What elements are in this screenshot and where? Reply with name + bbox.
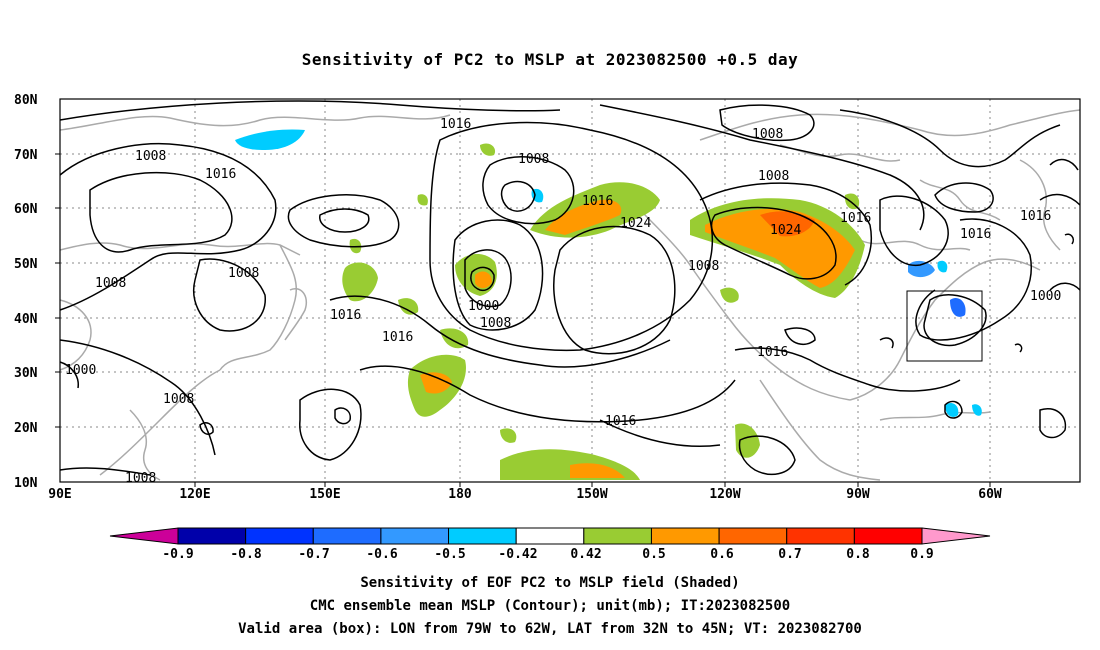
contour-label: 1000 <box>1030 289 1061 304</box>
lat-label: 40N <box>14 312 38 327</box>
valid-area-box <box>906 290 983 362</box>
contour-label: 1008 <box>135 149 166 164</box>
colorbar-box <box>853 527 923 545</box>
lon-label: 120E <box>179 487 210 502</box>
contour-label: 1008 <box>752 127 783 142</box>
lat-label: 80N <box>14 93 38 108</box>
colorbar-label: 0.6 <box>710 547 734 562</box>
contour-label: 1008 <box>480 316 511 331</box>
contour-label: 1008 <box>125 471 156 486</box>
lat-label: 50N <box>14 257 38 272</box>
contour-label: 1008 <box>95 276 126 291</box>
colorbar-label: -0.9 <box>162 547 193 562</box>
mslp-contours <box>59 100 1081 476</box>
colorbar-boxes <box>177 527 923 545</box>
contour-label: 1008 <box>518 152 549 167</box>
lat-label: 60N <box>14 202 38 217</box>
lon-label: 90W <box>846 487 870 502</box>
colorbar-box <box>650 527 720 545</box>
lat-label: 20N <box>14 421 38 436</box>
lon-label: 150E <box>309 487 340 502</box>
colorbar-box <box>380 527 450 545</box>
colorbar-labels: -0.9 -0.8 -0.7 -0.6 -0.5 -0.42 0.42 0.5 … <box>162 547 933 562</box>
caption-shading: Sensitivity of EOF PC2 to MSLP field (Sh… <box>360 575 740 591</box>
colorbar: -0.9 -0.8 -0.7 -0.6 -0.5 -0.42 0.42 0.5 … <box>109 527 991 562</box>
lon-label: 90E <box>48 487 71 502</box>
contour-label: 1000 <box>468 299 499 314</box>
colorbar-label: 0.8 <box>846 547 870 562</box>
lat-label: 30N <box>14 366 38 381</box>
colorbar-label: 0.5 <box>642 547 665 562</box>
colorbar-label: 0.9 <box>910 547 933 562</box>
contour-label: 1000 <box>65 363 96 378</box>
colorbar-label: 0.42 <box>570 547 601 562</box>
colorbar-label: -0.5 <box>434 547 465 562</box>
contour-label: 1016 <box>757 345 788 360</box>
colorbar-box <box>177 527 247 545</box>
contour-label: 1016 <box>440 117 471 132</box>
contour-label: 1024 <box>620 216 651 231</box>
contour-label: 1008 <box>163 392 194 407</box>
colorbar-box <box>448 527 517 545</box>
colorbar-label: -0.7 <box>298 547 329 562</box>
colorbar-label: -0.8 <box>230 547 261 562</box>
lon-axis: 90E 120E 150E 180 150W 120W 90W 60W <box>48 482 1002 502</box>
lat-label: 10N <box>14 476 38 491</box>
colorbar-box <box>312 527 382 545</box>
lat-axis: 80N 70N 60N 50N 40N 30N 20N 10N <box>14 93 60 491</box>
colorbar-box <box>515 527 585 545</box>
colorbar-box <box>245 527 314 545</box>
colorbar-box <box>786 527 855 545</box>
contour-label: 1016 <box>205 167 236 182</box>
contour-label: 1016 <box>330 308 361 323</box>
lon-label: 60W <box>978 487 1002 502</box>
contour-label: 1008 <box>228 266 259 281</box>
caption-contour: CMC ensemble mean MSLP (Contour); unit(m… <box>309 598 791 614</box>
lat-label: 70N <box>14 148 38 163</box>
contour-label: 1016 <box>960 227 991 242</box>
colorbar-box <box>718 527 788 545</box>
colorbar-label: 0.7 <box>778 547 801 562</box>
colorbar-label: -0.42 <box>498 547 537 562</box>
contour-label: 1008 <box>758 169 789 184</box>
map-frame <box>59 98 1081 483</box>
contour-labels: 1016 1008 1016 1008 1000 1008 1016 1016 … <box>65 117 1061 486</box>
colorbar-label: -0.6 <box>366 547 397 562</box>
contour-label: 1016 <box>1020 209 1051 224</box>
colorbar-high-end <box>921 527 991 545</box>
colorbar-box <box>583 527 652 545</box>
lon-label: 150W <box>576 487 607 502</box>
map-title: Sensitivity of PC2 to MSLP at 2023082500… <box>301 50 799 69</box>
contour-label: 1016 <box>840 211 871 226</box>
map-area: 1016 1008 1016 1008 1000 1008 1016 1016 … <box>59 98 1081 486</box>
lon-label: 180 <box>448 487 472 502</box>
contour-label: 1016 <box>382 330 413 345</box>
lon-label: 120W <box>709 487 740 502</box>
colorbar-low-end <box>109 527 179 545</box>
contour-label: 1008 <box>688 259 719 274</box>
sensitivity-shading <box>235 129 982 480</box>
contour-label: 1016 <box>582 194 613 209</box>
contour-label: 1024 <box>770 223 801 238</box>
contour-label: 1016 <box>605 414 636 429</box>
caption-valid-area: Valid area (box): LON from 79W to 62W, L… <box>238 621 862 637</box>
